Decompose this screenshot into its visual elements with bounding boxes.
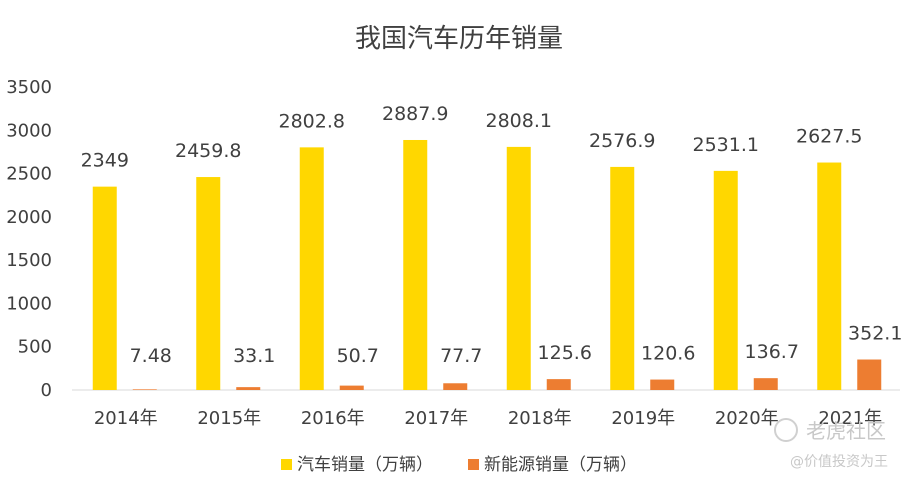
data-label: 352.1 <box>848 323 902 345</box>
y-tick-label: 500 <box>18 337 52 358</box>
data-label: 77.7 <box>440 345 482 367</box>
data-label: 2802.8 <box>279 110 345 132</box>
data-label: 2576.9 <box>589 130 655 152</box>
legend-swatch <box>468 459 479 470</box>
tiger-logo-icon <box>774 418 798 442</box>
bar-series-1 <box>650 379 675 390</box>
x-tick-label: 2019年 <box>611 408 675 429</box>
bar-series-0 <box>403 139 428 390</box>
data-label: 7.48 <box>130 345 172 367</box>
y-tick-label: 2000 <box>6 207 52 228</box>
watermark-handle: @价值投资为王 <box>790 454 888 470</box>
data-label: 2887.9 <box>382 103 448 125</box>
data-label: 136.7 <box>745 341 799 363</box>
data-label: 2349 <box>81 150 129 172</box>
legend: 汽车销量（万辆） 新能源销量（万辆） <box>281 455 637 475</box>
bar-series-0 <box>817 162 842 390</box>
chart-title: 我国汽车历年销量 <box>355 24 563 54</box>
data-label: 2627.5 <box>796 126 862 148</box>
x-tick-label: 2014年 <box>94 408 158 429</box>
x-tick-label: 2021年 <box>818 408 882 429</box>
x-tick-label: 2017年 <box>404 408 468 429</box>
legend-swatch <box>281 459 292 470</box>
bar-series-1 <box>857 359 882 390</box>
bar-series-1 <box>443 383 468 390</box>
data-label: 2808.1 <box>486 110 552 132</box>
x-tick-label: 2016年 <box>301 408 365 429</box>
legend-label: 新能源销量（万辆） <box>484 455 637 475</box>
x-tick-label: 2015年 <box>197 408 261 429</box>
bar-series-0 <box>506 146 531 390</box>
bar-series-0 <box>92 186 117 390</box>
data-label: 2531.1 <box>693 134 759 156</box>
x-tick-label: 2018年 <box>508 408 572 429</box>
x-axis: 2014年 2015年 2016年 2017年 2018年 2019年 2020年 2021年 <box>94 408 882 429</box>
bar-series-0 <box>610 166 635 390</box>
y-tick-label: 1500 <box>6 250 52 271</box>
watermark: 老虎社区 @价值投资为王 <box>774 418 888 470</box>
bar-series-0 <box>196 177 221 390</box>
y-tick-label: 2500 <box>6 164 52 185</box>
bar-series-1 <box>753 378 778 390</box>
data-label: 50.7 <box>337 345 379 367</box>
data-label: 125.6 <box>538 342 592 364</box>
y-tick-label: 3000 <box>6 120 52 141</box>
data-label: 2459.8 <box>175 140 241 162</box>
bars-group: 2349 2459.8 2802.8 2887.9 2808.1 2576.9 2531.1… <box>81 103 902 390</box>
x-tick-label: 2020年 <box>715 408 779 429</box>
legend-label: 汽车销量（万辆） <box>297 455 433 475</box>
bar-series-0 <box>299 147 324 390</box>
y-tick-label: 1000 <box>6 293 52 314</box>
data-label: 33.1 <box>233 345 275 367</box>
y-tick-label: 0 <box>41 380 52 401</box>
data-label: 120.6 <box>641 343 695 365</box>
y-axis: 0 500 1000 1500 2000 2500 3000 3500 <box>6 77 52 401</box>
bar-series-1 <box>546 379 571 390</box>
bar-series-1 <box>236 387 261 390</box>
bar-series-0 <box>713 170 738 390</box>
y-tick-label: 3500 <box>6 77 52 98</box>
bar-series-1 <box>132 389 157 390</box>
bar-series-1 <box>339 385 364 390</box>
watermark-brand: 老虎社区 <box>806 419 886 443</box>
